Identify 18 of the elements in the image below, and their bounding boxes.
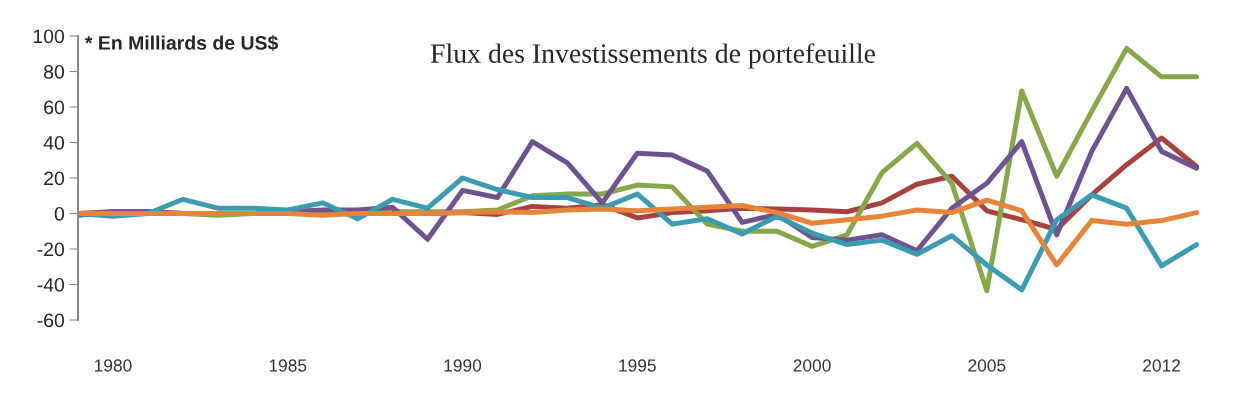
- x-tick-label: 1995: [619, 359, 656, 372]
- y-tick-label: 20: [44, 171, 65, 186]
- y-tick-label: 100: [33, 29, 65, 44]
- x-tick-label: 1990: [444, 359, 482, 372]
- y-tick-label: 40: [43, 135, 65, 150]
- x-tick-label: 2012: [1143, 359, 1181, 372]
- x-tick-label: 1985: [269, 359, 307, 372]
- x-tick-label: 2005: [968, 359, 1006, 372]
- y-tick-label: -60: [37, 313, 65, 328]
- y-tick-label: -40: [37, 277, 65, 292]
- chart-title: Flux des Investissements de portefeuille: [430, 43, 875, 69]
- x-tick-label: 2000: [793, 359, 831, 372]
- y-tick-label: 0: [54, 206, 65, 221]
- x-tick-label: 1980: [94, 359, 132, 372]
- y-tick-label: 60: [44, 100, 65, 115]
- y-tick-label: -20: [37, 242, 65, 257]
- y-tick-label: 80: [44, 64, 65, 79]
- annotation: * En Milliards de US$: [84, 35, 279, 51]
